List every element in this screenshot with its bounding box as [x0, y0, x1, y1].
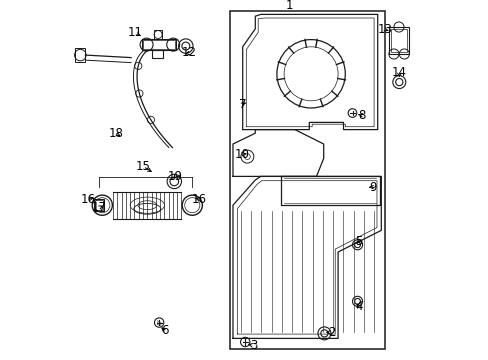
Text: 12: 12: [182, 46, 197, 59]
Text: 13: 13: [377, 23, 391, 36]
Text: 2: 2: [327, 326, 335, 339]
Text: 1: 1: [285, 0, 293, 12]
Text: 17: 17: [91, 201, 106, 214]
Text: 3: 3: [249, 339, 257, 352]
Text: 4: 4: [354, 300, 362, 313]
Bar: [390, 29, 406, 52]
Bar: [154, 30, 162, 39]
Text: 6: 6: [161, 324, 168, 337]
Text: 5: 5: [355, 235, 362, 248]
Bar: [152, 50, 163, 58]
Bar: [387, 27, 408, 54]
Bar: [75, 48, 85, 62]
Text: 18: 18: [109, 127, 123, 140]
Text: 15: 15: [135, 160, 150, 173]
Bar: [142, 40, 175, 49]
Bar: [142, 39, 176, 50]
Bar: [94, 199, 104, 211]
Text: 9: 9: [369, 181, 376, 194]
Bar: [230, 11, 384, 349]
Text: 16: 16: [80, 193, 95, 206]
Bar: [95, 200, 103, 210]
Text: 14: 14: [391, 66, 406, 78]
Text: 16: 16: [192, 193, 206, 206]
Text: 11: 11: [127, 26, 142, 39]
Text: 10: 10: [234, 148, 248, 161]
Text: 19: 19: [167, 170, 183, 183]
Text: 8: 8: [357, 109, 365, 122]
Text: 7: 7: [238, 98, 245, 111]
